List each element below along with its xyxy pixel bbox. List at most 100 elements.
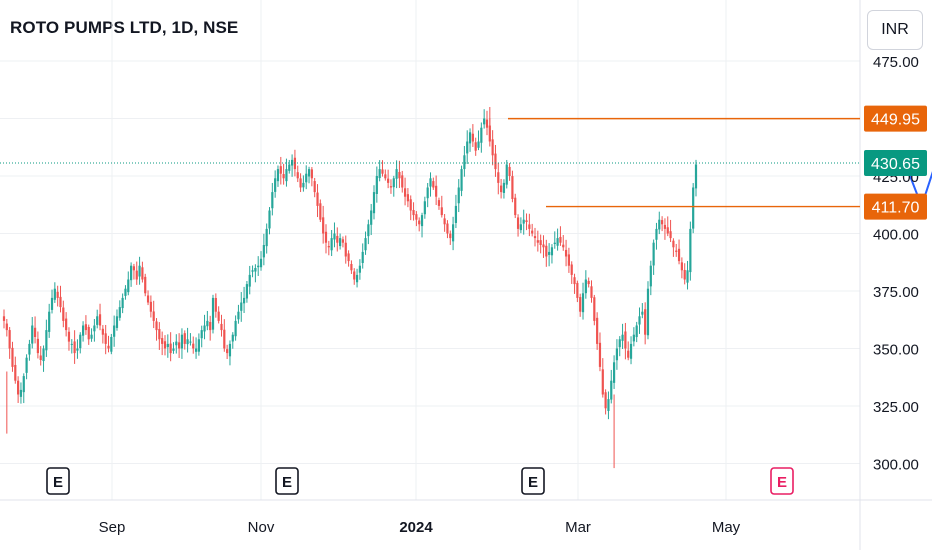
- candle-body: [536, 240, 539, 243]
- candle-body: [220, 323, 223, 331]
- candle-body: [545, 245, 548, 257]
- candle-body: [214, 298, 217, 312]
- candle-body: [511, 176, 514, 199]
- candle-body: [330, 238, 333, 251]
- x-tick-label: Mar: [565, 519, 591, 536]
- candle-body: [240, 302, 243, 311]
- candle-body: [435, 185, 438, 197]
- candle-body: [573, 277, 576, 285]
- candle-body: [423, 201, 426, 215]
- candle-body: [98, 314, 102, 326]
- earnings-marker[interactable]: [521, 467, 545, 495]
- candle-body: [237, 311, 240, 320]
- x-tick-label: Sep: [99, 519, 126, 536]
- candle-body: [121, 297, 124, 309]
- candle-body: [245, 284, 249, 299]
- candle-body: [209, 321, 212, 331]
- candle-body: [288, 164, 291, 171]
- earnings-marker[interactable]: [275, 467, 299, 495]
- candle-body: [65, 318, 68, 331]
- candle-body: [87, 326, 90, 340]
- candle-body: [226, 349, 229, 354]
- candle-body: [39, 355, 42, 360]
- currency-button[interactable]: INR: [867, 10, 923, 50]
- candle-body: [604, 392, 607, 409]
- candle-body: [186, 339, 189, 345]
- candle-body: [593, 297, 596, 321]
- candle-body: [519, 224, 522, 231]
- candle-body: [539, 240, 542, 245]
- candle-body: [310, 169, 313, 179]
- earnings-marker[interactable]: [770, 467, 794, 495]
- candle-body: [299, 178, 302, 188]
- candle-body: [661, 220, 664, 225]
- candle-body: [443, 218, 446, 225]
- candle-body: [45, 330, 48, 351]
- candle-body: [146, 295, 150, 303]
- candle-body: [42, 348, 45, 362]
- candle-body: [542, 244, 545, 248]
- candle-body: [319, 203, 322, 220]
- candle-body: [415, 214, 418, 220]
- candle-body: [590, 286, 593, 298]
- candle-body: [480, 127, 483, 143]
- candle-body: [231, 334, 234, 342]
- candle-body: [305, 173, 308, 183]
- x-tick-label: Nov: [248, 519, 275, 536]
- candle-body: [463, 155, 466, 170]
- candle-body: [96, 316, 99, 325]
- candle-body: [635, 325, 638, 338]
- candle-body: [350, 263, 353, 271]
- candle-body: [387, 178, 390, 183]
- candle-body: [454, 205, 458, 223]
- candle-body: [692, 187, 695, 229]
- candle-body: [451, 224, 455, 242]
- candle-body: [353, 271, 356, 280]
- candle-body: [689, 228, 692, 273]
- candle-body: [457, 187, 460, 204]
- earnings-marker-label: E: [777, 474, 787, 491]
- candle-body: [370, 210, 373, 225]
- candle-body: [59, 296, 62, 308]
- candle-body: [279, 166, 282, 174]
- candle-body: [615, 348, 619, 361]
- candle-body: [53, 288, 56, 300]
- candle-body: [358, 265, 361, 273]
- candle-body: [466, 141, 469, 154]
- candle-body: [584, 279, 587, 294]
- candle-body: [2, 316, 6, 321]
- candle-body: [242, 297, 246, 304]
- candle-body: [412, 209, 415, 216]
- candle-body: [502, 182, 506, 193]
- candle-body: [161, 338, 164, 344]
- candle-body: [175, 341, 178, 346]
- candle-body: [477, 141, 480, 148]
- candle-body: [587, 280, 590, 285]
- candle-body: [254, 268, 257, 272]
- candle-body: [638, 316, 641, 325]
- candle-body: [420, 215, 424, 227]
- candle-body: [107, 345, 110, 349]
- candle-body: [672, 240, 675, 248]
- candle-body: [130, 265, 133, 281]
- candle-body: [409, 199, 412, 211]
- candle-body: [531, 230, 534, 234]
- candle-body: [28, 343, 31, 355]
- candle-body: [206, 320, 209, 327]
- candle-body: [375, 176, 378, 194]
- candle-body: [432, 181, 435, 188]
- candle-body: [675, 250, 678, 252]
- candle-body: [627, 350, 630, 358]
- candle-body: [429, 178, 432, 187]
- x-tick-label: 2024: [399, 519, 433, 536]
- earnings-marker[interactable]: [46, 467, 70, 495]
- candle-body: [290, 159, 294, 166]
- candle-body: [265, 228, 268, 247]
- candle-body: [93, 325, 96, 332]
- candle-body: [70, 343, 73, 345]
- candle-body: [598, 342, 602, 367]
- candle-body: [607, 399, 610, 411]
- candle-body: [522, 219, 525, 224]
- candle-body: [217, 311, 220, 321]
